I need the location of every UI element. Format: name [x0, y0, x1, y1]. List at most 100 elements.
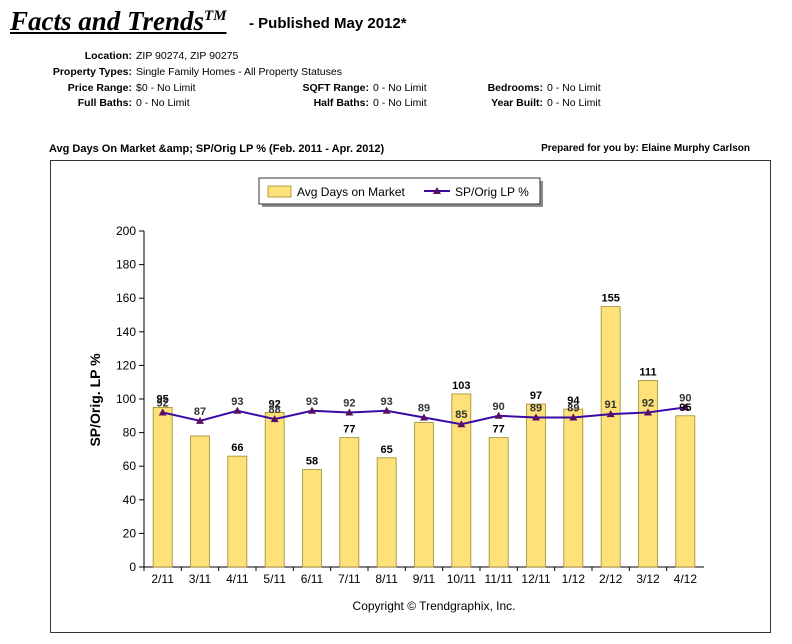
criteria-value: 0 - No Limit	[136, 97, 190, 109]
line-marker	[606, 410, 615, 418]
bar	[264, 412, 285, 568]
line-data-label: 92	[343, 397, 355, 409]
line-data-label: 89	[418, 402, 430, 414]
legend-line-marker	[433, 187, 441, 194]
legend-bar-swatch	[267, 185, 292, 198]
x-tick-label: 2/12	[599, 572, 623, 586]
bar	[152, 406, 173, 568]
criteria-label: SQFT Range:	[302, 82, 369, 94]
legend-box	[258, 177, 541, 205]
bar-data-label: 65	[381, 444, 393, 456]
line-marker	[345, 408, 354, 416]
y-tick-label: 200	[116, 224, 136, 238]
line-data-label: 89	[530, 402, 542, 414]
bar-data-label: 103	[452, 380, 470, 392]
x-tick-label: 9/11	[413, 572, 436, 586]
legend-line-label: SP/Orig LP %	[455, 185, 529, 199]
bar-data-label: 92	[269, 398, 281, 410]
bar	[563, 408, 584, 568]
line-marker	[382, 406, 391, 414]
line-marker	[158, 408, 167, 416]
x-tick-label: 5/11	[263, 572, 286, 586]
line-marker	[494, 411, 503, 419]
x-tick-label: 2/11	[151, 572, 174, 586]
bar	[526, 403, 546, 568]
criteria-value: $0 - No Limit	[136, 82, 196, 94]
line-data-label: 88	[269, 404, 281, 416]
line-data-label: 89	[567, 402, 579, 414]
bar-data-label: 95	[679, 402, 691, 414]
y-tick-label: 0	[129, 560, 136, 574]
line-marker	[457, 420, 466, 428]
prepared-by: Prepared for you by: Elaine Murphy Carls…	[541, 143, 750, 154]
y-tick-label: 180	[116, 258, 136, 272]
x-tick-label: 1/12	[562, 572, 586, 586]
y-tick-label: 140	[116, 325, 136, 339]
criteria-label: Location:	[84, 50, 132, 62]
line-marker	[532, 413, 540, 421]
bar	[227, 455, 248, 568]
bar	[339, 437, 360, 568]
x-tick-label: 12/11	[521, 572, 550, 586]
line-data-label: 93	[306, 396, 318, 408]
x-tick-label: 6/11	[301, 572, 324, 586]
x-tick-label: 10/11	[447, 572, 476, 586]
criteria-label: Year Built:	[491, 97, 543, 109]
line-marker	[644, 408, 652, 416]
bar	[376, 457, 397, 568]
criteria-value: 0 - No Limit	[373, 82, 427, 94]
page-subtitle: - Published May 2012*	[249, 15, 407, 32]
line-data-label: 85	[455, 409, 467, 421]
bar	[600, 306, 621, 568]
title-text: Facts and Trends	[10, 6, 205, 36]
bar	[302, 469, 322, 568]
y-axis-label: SP/Orig. LP %	[87, 353, 103, 447]
bar-data-label: 77	[343, 424, 355, 436]
y-tick-label: 160	[116, 291, 136, 305]
y-tick-label: 60	[123, 459, 137, 473]
chart-copyright: Copyright © Trendgraphix, Inc.	[353, 599, 516, 613]
line-marker	[196, 416, 204, 424]
bar	[190, 435, 210, 568]
page-title: Facts and TrendsTM	[10, 6, 227, 37]
criteria-label: Price Range:	[67, 82, 132, 94]
y-tick-label: 100	[116, 392, 136, 406]
criteria-label: Full Baths:	[77, 97, 132, 109]
x-tick-label: 3/11	[189, 572, 212, 586]
line-data-label: 91	[605, 399, 617, 411]
bar-data-label: 95	[157, 393, 169, 405]
bar-data-label: 94	[567, 395, 580, 407]
bar-data-label: 66	[231, 442, 243, 454]
chart-heading: Avg Days On Market &amp; SP/Orig LP % (F…	[49, 143, 385, 155]
bar-data-label: 77	[493, 424, 505, 436]
line-data-label: 90	[679, 392, 691, 404]
criteria-value: 0 - No Limit	[373, 97, 427, 109]
line-data-label: 93	[381, 396, 393, 408]
bar-data-label: 155	[601, 293, 619, 305]
x-tick-label: 3/12	[636, 572, 660, 586]
bar-data-label: 97	[530, 390, 542, 402]
line-data-label: 92	[642, 397, 654, 409]
line-data-label: 92	[157, 397, 169, 409]
x-tick-label: 8/11	[375, 572, 398, 586]
line-data-label: 90	[493, 401, 505, 413]
bar	[638, 380, 658, 568]
bar	[414, 422, 434, 568]
bar-data-label: 58	[306, 456, 318, 468]
criteria-value: 0 - No Limit	[547, 82, 601, 94]
chart-frame	[50, 160, 771, 633]
y-tick-label: 20	[123, 526, 137, 540]
criteria-label: Bedrooms:	[487, 82, 543, 94]
bar	[451, 393, 472, 568]
y-tick-label: 120	[116, 358, 136, 372]
line-marker	[308, 406, 316, 414]
x-tick-label: 11/11	[485, 572, 514, 586]
criteria-label: Property Types:	[52, 66, 132, 78]
trademark-mark: TM	[204, 8, 227, 24]
y-tick-label: 40	[123, 493, 137, 507]
line-marker	[270, 415, 279, 423]
line-marker	[569, 413, 578, 421]
criteria-label: Half Baths:	[313, 97, 369, 109]
criteria-value: 0 - No Limit	[547, 97, 601, 109]
